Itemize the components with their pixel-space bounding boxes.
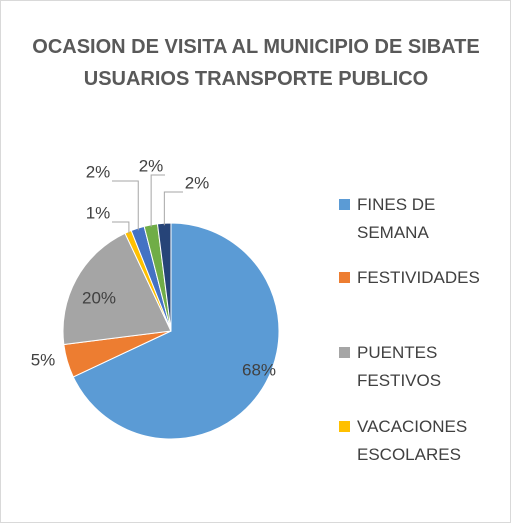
data-label: 20% xyxy=(82,288,116,307)
data-label: 2% xyxy=(86,162,111,181)
pie-slice xyxy=(72,222,280,440)
leader-line xyxy=(112,180,139,231)
legend-swatch xyxy=(339,272,350,283)
chart-title: OCASION DE VISITA AL MUNICIPIO DE SIBATE… xyxy=(32,36,480,90)
legend-item: FINES DE SEMANA xyxy=(339,191,507,247)
data-label: 5% xyxy=(31,350,56,369)
legend-swatch xyxy=(339,199,350,210)
legend-label: FESTIVIDADES xyxy=(357,268,480,287)
legend-swatch xyxy=(339,347,350,358)
leader-line xyxy=(112,221,130,234)
leader-line xyxy=(150,174,165,227)
leader-line xyxy=(163,191,183,226)
data-label: 2% xyxy=(139,156,164,175)
legend-label: VACACIONES ESCOLARES xyxy=(357,417,468,464)
data-label: 2% xyxy=(185,173,210,192)
legend-item: PUENTES FESTIVOS xyxy=(339,339,507,395)
legend-label: PUENTES FESTIVOS xyxy=(357,343,442,390)
legend-swatch xyxy=(339,421,350,432)
legend-label: FINES DE SEMANA xyxy=(357,195,436,242)
legend-item: FESTIVIDADES xyxy=(339,264,507,292)
pie-slice xyxy=(62,232,172,346)
legend-item: VACACIONES ESCOLARES xyxy=(339,413,507,469)
data-label: 68% xyxy=(242,360,276,379)
data-label: 1% xyxy=(86,203,111,222)
